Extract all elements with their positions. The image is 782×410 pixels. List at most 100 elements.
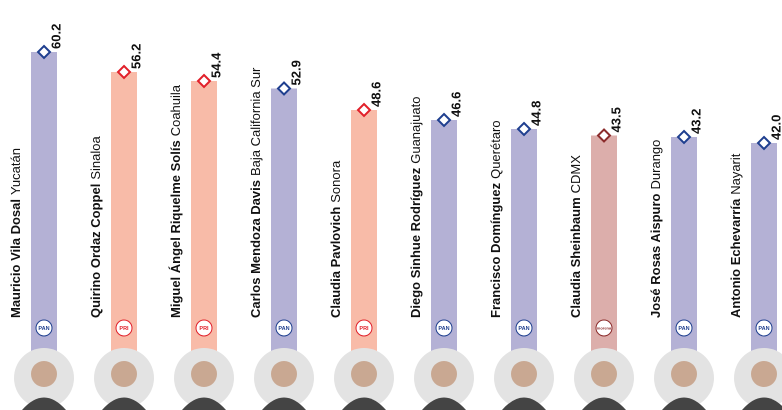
- value-label: 43.2: [688, 109, 703, 134]
- category-label: Claudia Sheinbaum CDMX: [568, 155, 583, 318]
- name: Francisco Domínguez: [488, 182, 503, 318]
- bar: [191, 81, 217, 353]
- category-label: Miguel Ángel Riquelme Solís Coahuila: [168, 84, 183, 318]
- party-logo: [115, 319, 133, 337]
- photo-body: [262, 397, 306, 410]
- photo-body: [342, 397, 386, 410]
- category-label: Quirino Ordaz Coppel Sinaloa: [88, 136, 103, 318]
- state: Sonora: [328, 160, 343, 203]
- marker: [756, 135, 772, 151]
- marker: [676, 129, 692, 145]
- photo-head: [31, 361, 57, 387]
- name: Quirino Ordaz Coppel: [88, 184, 103, 318]
- party-label: morena: [597, 326, 612, 331]
- name: Carlos Mendoza Davis: [248, 180, 263, 318]
- value-label: 48.6: [368, 82, 383, 107]
- bar: [751, 143, 777, 353]
- photo-head: [191, 361, 217, 387]
- photo-body: [582, 397, 626, 410]
- value-label: 42.0: [768, 115, 782, 140]
- state: Yucatán: [8, 148, 23, 195]
- party-label: PRI: [119, 326, 129, 332]
- value-label: 44.8: [528, 101, 543, 126]
- party-label: PAN: [278, 326, 289, 332]
- marker: [116, 64, 132, 80]
- bar: [671, 137, 697, 353]
- photo-body: [742, 397, 782, 410]
- photo-head: [591, 361, 617, 387]
- party-logo: [595, 319, 613, 337]
- category-label: José Rosas Aispuro Durango: [648, 140, 663, 318]
- party-logo: [515, 319, 533, 337]
- value-label: 46.6: [448, 92, 463, 117]
- party-label: PRI: [359, 326, 369, 332]
- party-label: PAN: [678, 326, 689, 332]
- value-label: 60.2: [48, 24, 63, 49]
- bar: [271, 88, 297, 353]
- value-label: 56.2: [128, 44, 143, 69]
- marker: [356, 102, 372, 118]
- party-logo: [355, 319, 373, 337]
- bar: [431, 120, 457, 353]
- category-label: Antonio Echevarría Nayarit: [728, 153, 743, 318]
- state: Nayarit: [728, 153, 743, 195]
- photo-body: [422, 397, 466, 410]
- photo-body: [182, 397, 226, 410]
- category-label: Diego Sinhue Rodríguez Guanajuato: [408, 97, 423, 318]
- photo-head: [271, 361, 297, 387]
- party-label: PAN: [438, 326, 449, 332]
- photo-head: [671, 361, 697, 387]
- bar: [591, 135, 617, 353]
- name: Mauricio Vila Dosal: [8, 199, 23, 318]
- state: Baja California Sur: [248, 67, 263, 176]
- photo-body: [662, 397, 706, 410]
- marker: [36, 44, 52, 60]
- photo-body: [502, 397, 546, 410]
- state: Guanajuato: [408, 97, 423, 164]
- state: Coahuila: [168, 84, 183, 136]
- photo-head: [431, 361, 457, 387]
- name: Antonio Echevarría: [728, 198, 743, 318]
- state: CDMX: [568, 155, 583, 194]
- photo-head: [511, 361, 537, 387]
- state: Sinaloa: [88, 136, 103, 180]
- photo-head: [351, 361, 377, 387]
- party-logo: [35, 319, 53, 337]
- party-label: PAN: [38, 326, 49, 332]
- party-label: PAN: [518, 326, 529, 332]
- party-label: PRI: [199, 326, 209, 332]
- photo-head: [111, 361, 137, 387]
- name: Claudia Sheinbaum: [568, 197, 583, 318]
- marker: [436, 112, 452, 128]
- category-label: Carlos Mendoza Davis Baja California Sur: [248, 67, 263, 318]
- value-label: 54.4: [208, 52, 223, 78]
- photo-body: [22, 397, 66, 410]
- bar: [31, 52, 57, 353]
- category-label: Francisco Domínguez Querétaro: [488, 120, 503, 318]
- category-label: Mauricio Vila Dosal Yucatán: [8, 148, 23, 318]
- marker: [276, 81, 292, 96]
- category-label: Claudia Pavlovich Sonora: [328, 160, 343, 318]
- bar: [111, 72, 137, 353]
- value-label: 43.5: [608, 107, 623, 132]
- marker: [196, 73, 212, 89]
- state: Durango: [648, 140, 663, 190]
- bar: [511, 129, 537, 353]
- party-logo: [435, 319, 453, 337]
- name: Miguel Ángel Riquelme Solís: [168, 140, 183, 318]
- photo-head: [751, 361, 777, 387]
- party-logo: [755, 319, 773, 337]
- party-logo: [195, 319, 213, 337]
- bar: [351, 110, 377, 353]
- value-label: 52.9: [288, 60, 303, 85]
- photo-body: [102, 397, 146, 410]
- party-logo: [275, 319, 293, 337]
- marker: [516, 121, 532, 137]
- name: Diego Sinhue Rodríguez: [408, 167, 423, 318]
- name: José Rosas Aispuro: [648, 193, 663, 318]
- party-label: PAN: [758, 326, 769, 332]
- name: Claudia Pavlovich: [328, 207, 343, 318]
- party-logo: [675, 319, 693, 337]
- state: Querétaro: [488, 120, 503, 179]
